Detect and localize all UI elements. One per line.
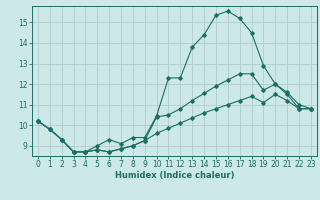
X-axis label: Humidex (Indice chaleur): Humidex (Indice chaleur)	[115, 171, 234, 180]
